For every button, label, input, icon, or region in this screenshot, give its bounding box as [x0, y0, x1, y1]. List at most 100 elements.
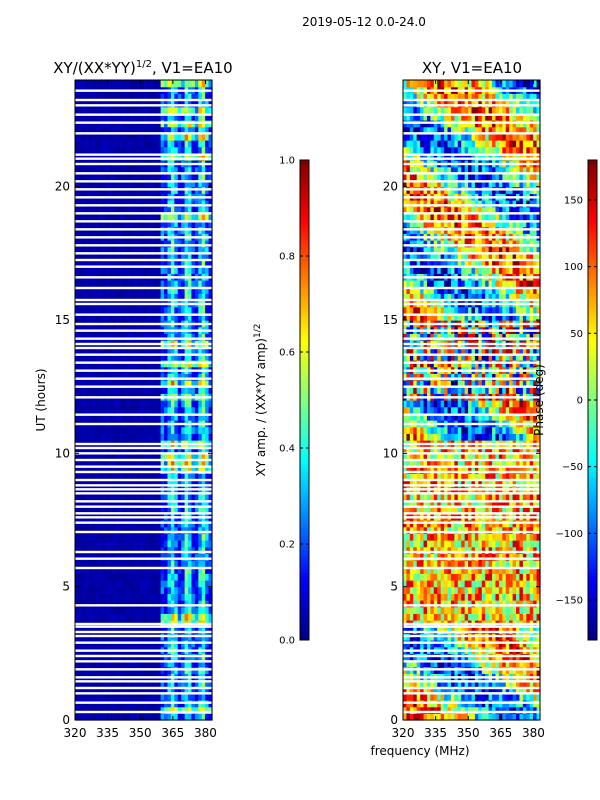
panel1-cell — [184, 280, 189, 288]
panel1-cell — [140, 433, 145, 441]
panel1-cell — [109, 586, 114, 594]
panel1-cell — [122, 713, 127, 721]
panel2-cell — [498, 580, 503, 588]
panel1-cell — [81, 480, 86, 488]
panel1-cell — [129, 473, 134, 481]
panel1-cell — [126, 473, 131, 481]
panel1-cell — [122, 173, 127, 181]
panel1-cell — [201, 293, 206, 301]
panel1-cell — [160, 606, 165, 614]
panel2-cell — [474, 593, 479, 601]
panel2-cell — [433, 580, 438, 588]
panel1-cell — [184, 240, 189, 248]
panel1-ytick-label: 5 — [62, 580, 70, 594]
panel1-cell — [88, 713, 93, 721]
panel1-cell — [188, 553, 193, 561]
panel1-cell — [205, 506, 210, 514]
panel1-cell — [174, 313, 179, 321]
panel2-cell — [516, 686, 521, 694]
panel1-cell — [122, 93, 127, 101]
panel1-cell — [88, 180, 93, 188]
panel1-cell — [153, 93, 158, 101]
panel1-cell — [126, 460, 131, 468]
panel2-cell — [474, 546, 479, 554]
panel1-cell — [191, 406, 196, 414]
panel1-cell — [133, 526, 138, 534]
panel2-cell — [529, 606, 534, 614]
panel1-flagged-row — [75, 516, 212, 519]
panel1-cell — [150, 680, 155, 688]
panel1-cell — [167, 293, 172, 301]
panel1-cell — [140, 460, 145, 468]
panel1-cell — [116, 573, 121, 581]
panel1-cell — [198, 206, 203, 214]
panel1-cell — [133, 220, 138, 228]
panel1-cell — [157, 306, 162, 314]
panel1-cell — [198, 533, 203, 541]
panel1-cell — [174, 660, 179, 668]
panel1-cell — [116, 213, 121, 221]
panel1-cell — [164, 113, 169, 121]
panel1-cell — [164, 220, 169, 228]
panel2-cell — [403, 573, 408, 581]
panel1-cell — [167, 400, 172, 408]
panel1-cell — [201, 113, 206, 121]
panel1-cell — [102, 433, 107, 441]
panel1-cell — [92, 553, 97, 561]
panel1-cell — [205, 713, 210, 721]
panel1-cell — [150, 566, 155, 574]
panel1-cell — [126, 493, 131, 501]
panel2-cell — [471, 613, 476, 621]
panel1-cell — [208, 280, 213, 288]
panel1-cell — [122, 493, 127, 501]
panel1-cell — [88, 526, 93, 534]
panel1-cell — [205, 406, 210, 414]
panel1-cell — [191, 500, 196, 508]
panel1-cell — [150, 613, 155, 621]
panel1-cell — [109, 493, 114, 501]
panel1-cell — [129, 606, 134, 614]
panel1-cell — [92, 93, 97, 101]
panel1-cell — [174, 546, 179, 554]
panel1-cell — [184, 493, 189, 501]
panel2-cell — [444, 580, 449, 588]
panel1-cell — [184, 293, 189, 301]
panel1-cell — [191, 306, 196, 314]
panel1-cell — [75, 200, 80, 208]
panel2-cell — [533, 593, 538, 601]
panel1-cell — [75, 286, 80, 294]
panel1-cell — [78, 446, 83, 454]
panel1-cell — [164, 306, 169, 314]
panel1-cell — [177, 533, 182, 541]
panel1-cell — [140, 466, 145, 474]
panel1-cell — [184, 140, 189, 148]
panel1-cell — [201, 573, 206, 581]
panel1-cell — [160, 660, 165, 668]
panel1-cell — [136, 446, 141, 454]
panel1-cell — [153, 546, 158, 554]
panel2-cell — [444, 600, 449, 608]
panel1-cell — [109, 686, 114, 694]
panel1-cell — [133, 460, 138, 468]
panel1-cell — [174, 106, 179, 114]
panel1-cell — [198, 693, 203, 701]
panel1-cell — [184, 126, 189, 134]
panel2-cell — [433, 573, 438, 581]
panel2-cell — [450, 600, 455, 608]
panel1-cell — [208, 580, 213, 588]
panel2-cell — [509, 573, 514, 581]
panel1-cell — [181, 146, 186, 154]
panel2-cell — [450, 613, 455, 621]
panel1-cell — [174, 693, 179, 701]
panel1-cell — [122, 560, 127, 568]
panel1-cell — [140, 493, 145, 501]
panel2-cell — [403, 613, 408, 621]
panel1-cell — [105, 200, 110, 208]
panel2-cell — [403, 693, 408, 701]
panel1-cell — [112, 333, 117, 341]
panel1-cell — [98, 126, 103, 134]
panel1-cell — [181, 353, 186, 361]
panel1-cell — [112, 146, 117, 154]
panel1-cell — [136, 386, 141, 394]
panel1-cell — [208, 80, 213, 88]
